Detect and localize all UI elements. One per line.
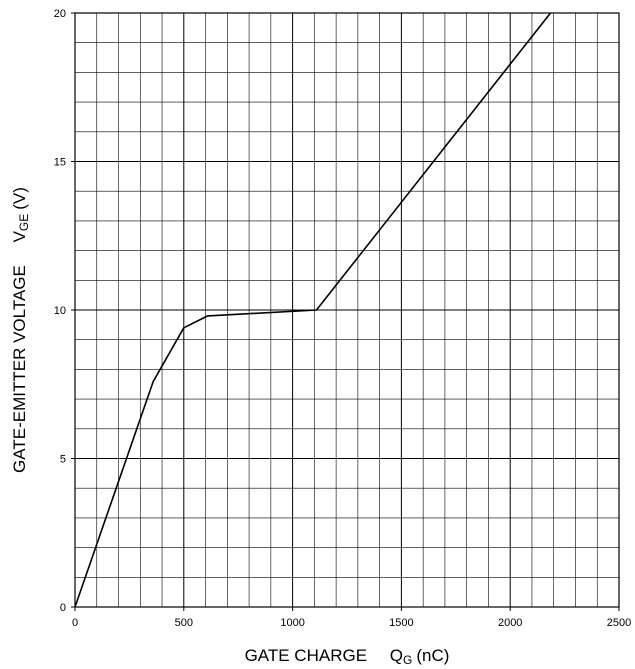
x-tick-label: 2500 [607, 617, 631, 629]
x-axis-title-text: GATE CHARGE [245, 646, 367, 665]
x-tick-label: 1500 [389, 617, 413, 629]
x-axis-symbol: Q [390, 646, 403, 665]
y-tick-labels: 0 5 10 15 20 [54, 8, 75, 614]
x-tick-label: 1000 [280, 617, 304, 629]
x-tick-label: 2000 [498, 617, 522, 629]
y-tick-label: 0 [60, 602, 66, 614]
x-axis-symbol-sub: G [403, 653, 412, 667]
y-tick-label: 15 [54, 157, 66, 169]
y-axis-symbol-sub: GE [17, 214, 31, 231]
y-tick-label: 10 [54, 305, 66, 317]
x-tick-label: 500 [175, 617, 193, 629]
series-layer [74, 12, 552, 608]
y-axis-unit: (V) [10, 187, 29, 210]
x-tick-label: 0 [72, 617, 78, 629]
y-tick-label: 20 [54, 8, 66, 20]
x-tick-labels: 0 500 1000 1500 2000 2500 [72, 607, 631, 629]
y-axis-title: GATE-EMITTER VOLTAGE VGE (V) [10, 187, 31, 473]
x-axis-title: GATE CHARGE QG (nC) [245, 646, 450, 667]
major-grid [75, 13, 619, 607]
y-tick-label: 5 [60, 454, 66, 466]
series-line [74, 12, 552, 608]
y-axis-title-text: GATE-EMITTER VOLTAGE [10, 265, 29, 473]
y-axis-symbol: V [10, 230, 29, 242]
x-axis-unit: (nC) [416, 646, 449, 665]
